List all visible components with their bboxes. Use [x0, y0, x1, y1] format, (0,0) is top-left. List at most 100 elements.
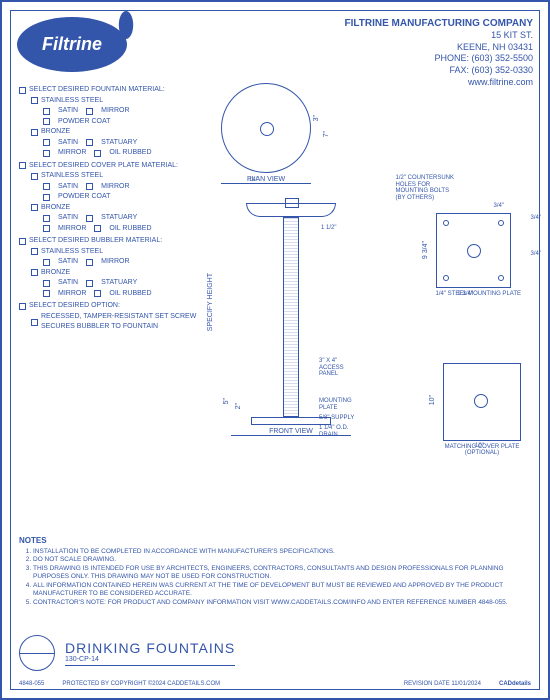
- front-specify: SPECIFY HEIGHT: [207, 273, 214, 331]
- checkbox[interactable]: [31, 269, 38, 276]
- opt-bronze: BRONZE: [41, 127, 70, 138]
- opt-s1: SELECT DESIRED FOUNTAIN MATERIAL:: [29, 85, 165, 96]
- opt-bronze2: BRONZE: [41, 203, 70, 214]
- checkbox[interactable]: [86, 139, 93, 146]
- opt-recessed: RECESSED, TAMPER-RESISTANT SET SCREW SEC…: [41, 312, 201, 333]
- note-5: CONTRACTOR'S NOTE: FOR PRODUCT AND COMPA…: [33, 599, 531, 607]
- detail-circle-icon: [19, 635, 55, 671]
- front-annot-access: 3" X 4" ACCESS PANEL: [319, 358, 344, 378]
- options-panel: SELECT DESIRED FOUNTAIN MATERIAL: STAINL…: [19, 83, 201, 333]
- mounting-plate-view: 1/2" COUNTERSUNK HOLES FOR MOUNTING BOLT…: [436, 213, 521, 297]
- opt-mirror: MIRROR: [101, 106, 129, 117]
- company-addr1: 15 KIT ST.: [344, 30, 533, 42]
- drawing-title: DRINKING FOUNTAINS: [65, 640, 235, 656]
- center-hole-icon: [474, 394, 488, 408]
- page-frame: Filtrine FILTRINE MANUFACTURING COMPANY …: [0, 0, 550, 700]
- checkbox[interactable]: [94, 225, 101, 232]
- note-3: THIS DRAWING IS INTENDED FOR USE BY ARCH…: [33, 565, 531, 582]
- front-dim-h1: 1 1/2": [321, 225, 336, 231]
- footer: 4848-055 PROTECTED BY COPYRIGHT ©2024 CA…: [19, 681, 531, 687]
- company-name: FILTRINE MANUFACTURING COMPANY: [344, 17, 533, 30]
- checkbox[interactable]: [43, 290, 50, 297]
- hole-icon: [443, 220, 449, 226]
- mplate-annot: 1/2" COUNTERSUNK HOLES FOR MOUNTING BOLT…: [396, 175, 454, 201]
- front-annot-drain: 1 1/4" O.D. DRAIN: [319, 425, 361, 438]
- opt-oil: OIL RUBBED: [109, 148, 151, 159]
- notes-section: NOTES INSTALLATION TO BE COMPLETED IN AC…: [19, 536, 531, 607]
- plan-label: PLAN VIEW: [221, 176, 311, 184]
- cover-plate-square: [443, 363, 521, 441]
- opt-statuary3: STATUARY: [101, 278, 137, 289]
- plan-dim-7: 7": [323, 131, 330, 137]
- drawing-number: 130-CP-14: [65, 656, 235, 663]
- checkbox[interactable]: [43, 139, 50, 146]
- checkbox[interactable]: [19, 162, 26, 169]
- note-1: INSTALLATION TO BE COMPLETED IN ACCORDAN…: [33, 548, 531, 556]
- checkbox[interactable]: [94, 150, 101, 157]
- front-annot-mplate: MOUNTING PLATE: [319, 398, 361, 411]
- checkbox[interactable]: [19, 238, 26, 245]
- footer-ref: 4848-055: [19, 681, 44, 687]
- checkbox[interactable]: [31, 319, 38, 326]
- filtrine-logo: Filtrine: [17, 17, 127, 72]
- company-addr2: KEENE, NH 03431: [344, 42, 533, 54]
- title-text: DRINKING FOUNTAINS 130-CP-14: [65, 640, 235, 666]
- opt-satin: SATIN: [58, 106, 78, 117]
- checkbox[interactable]: [43, 108, 50, 115]
- checkbox[interactable]: [86, 215, 93, 222]
- checkbox[interactable]: [43, 183, 50, 190]
- checkbox[interactable]: [43, 215, 50, 222]
- checkbox[interactable]: [94, 290, 101, 297]
- checkbox[interactable]: [86, 259, 93, 266]
- mplate-d3: 3/4": [531, 251, 541, 257]
- footer-copyright: PROTECTED BY COPYRIGHT ©2024 CADDETAILS.…: [62, 681, 220, 687]
- plan-view: 14" 3" 7" PLAN VIEW: [221, 83, 311, 184]
- checkbox[interactable]: [19, 303, 26, 310]
- opt-satin3: SATIN: [58, 182, 78, 193]
- opt-powder2: POWDER COAT: [58, 192, 110, 203]
- company-phone: PHONE: (603) 352-5500: [344, 53, 533, 65]
- checkbox[interactable]: [43, 259, 50, 266]
- fountain-pedestal: [283, 217, 299, 417]
- opt-powder: POWDER COAT: [58, 117, 110, 128]
- opt-statuary2: STATUARY: [101, 213, 137, 224]
- caddetails-logo: CADdetails: [499, 681, 531, 687]
- opt-s4: SELECT DESIRED OPTION:: [29, 301, 120, 312]
- company-block: FILTRINE MANUFACTURING COMPANY 15 KIT ST…: [344, 17, 533, 88]
- checkbox[interactable]: [43, 118, 50, 125]
- opt-mirror2: MIRROR: [58, 148, 86, 159]
- header: Filtrine FILTRINE MANUFACTURING COMPANY …: [11, 11, 539, 94]
- front-dim-h3: 2": [235, 403, 242, 409]
- checkbox[interactable]: [31, 248, 38, 255]
- checkbox[interactable]: [31, 129, 38, 136]
- fountain-bowl: [246, 203, 336, 217]
- checkbox[interactable]: [31, 204, 38, 211]
- checkbox[interactable]: [43, 194, 50, 201]
- opt-oil2: OIL RUBBED: [109, 224, 151, 235]
- mplate-d1: 3/4": [531, 215, 541, 221]
- opt-s3: SELECT DESIRED BUBBLER MATERIAL:: [29, 236, 162, 247]
- company-fax: FAX: (603) 352-0330: [344, 65, 533, 77]
- checkbox[interactable]: [86, 280, 93, 287]
- mounting-plate-square: [436, 213, 511, 288]
- opt-oil3: OIL RUBBED: [109, 289, 151, 300]
- opt-mirror4: MIRROR: [58, 224, 86, 235]
- opt-ss3: STAINLESS STEEL: [41, 247, 103, 258]
- opt-mirror6: MIRROR: [58, 289, 86, 300]
- inner-frame: Filtrine FILTRINE MANUFACTURING COMPANY …: [10, 10, 540, 690]
- checkbox[interactable]: [19, 87, 26, 94]
- front-annot-supply: 5/8" SUPPLY: [319, 415, 354, 422]
- cover-plate-view: 10" 10" MATCHING COVER PLATE (OPTIONAL): [443, 363, 521, 456]
- drawings-area: 14" 3" 7" PLAN VIEW FRONT VIEW 1 1/2" SP…: [221, 83, 531, 493]
- note-2: DO NOT SCALE DRAWING.: [33, 556, 531, 564]
- checkbox[interactable]: [43, 150, 50, 157]
- checkbox[interactable]: [43, 280, 50, 287]
- opt-s2: SELECT DESIRED COVER PLATE MATERIAL:: [29, 161, 178, 172]
- checkbox[interactable]: [31, 97, 38, 104]
- checkbox[interactable]: [31, 173, 38, 180]
- checkbox[interactable]: [86, 183, 93, 190]
- checkbox[interactable]: [86, 108, 93, 115]
- center-hole-icon: [467, 244, 481, 258]
- checkbox[interactable]: [43, 225, 50, 232]
- opt-satin2: SATIN: [58, 138, 78, 149]
